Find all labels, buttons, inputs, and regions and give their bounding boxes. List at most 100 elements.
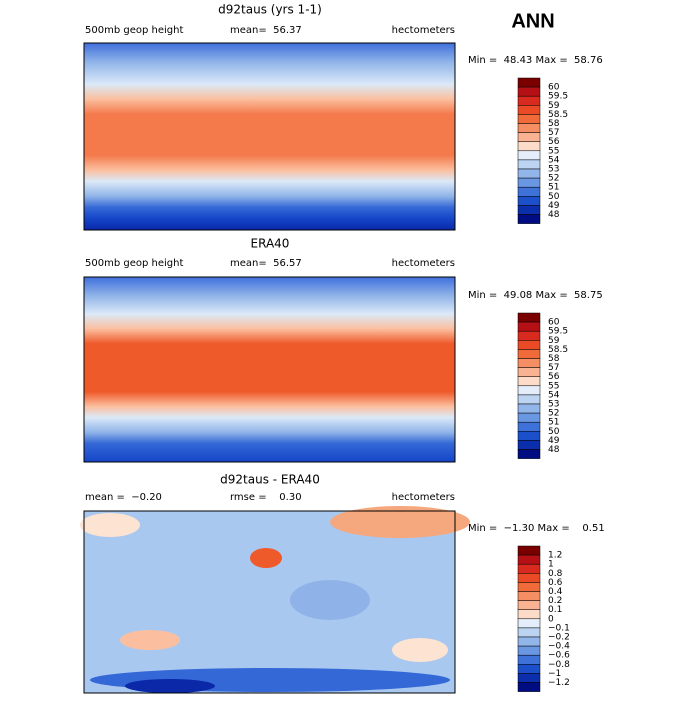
colorbar-box xyxy=(517,312,541,323)
colorbar-box xyxy=(517,440,541,450)
colorbar-label: 59.5 xyxy=(548,92,568,102)
colorbar-label: −1 xyxy=(548,669,561,679)
colorbar-box xyxy=(517,77,541,88)
colorbar-label: 50 xyxy=(548,427,560,437)
colorbar-box xyxy=(517,349,541,359)
colorbar-box xyxy=(517,664,541,674)
colorbar-box xyxy=(517,554,541,565)
colorbar-label: 1.2 xyxy=(548,551,562,561)
colorbar-box xyxy=(517,573,541,583)
colorbar-label: 60 xyxy=(548,83,560,93)
colorbar-box xyxy=(517,609,541,620)
colorbar-label: 0.2 xyxy=(548,596,562,606)
colorbar-label: 0.4 xyxy=(548,587,563,597)
panel-left-label: 500mb geop height xyxy=(85,258,183,269)
colorbar-label: −0.6 xyxy=(548,651,570,661)
panel-center-label: mean= 56.57 xyxy=(230,258,302,269)
panel-left-label: 500mb geop height xyxy=(85,25,183,36)
colorbar-box xyxy=(517,636,541,647)
colorbar-label: 59.5 xyxy=(548,327,568,337)
min-max-label: Min = −1.30 Max = 0.51 xyxy=(468,523,605,534)
panel-units: hectometers xyxy=(392,492,455,503)
colorbar-label: −0.4 xyxy=(548,642,570,652)
colorbar-box xyxy=(517,421,541,432)
colorbar-label: −1.2 xyxy=(548,678,570,688)
colorbar-box xyxy=(517,673,541,683)
colorbar-box xyxy=(517,177,541,188)
colorbar-box xyxy=(517,385,541,396)
colorbar-label: −0.8 xyxy=(548,660,570,670)
colorbar-box xyxy=(517,86,541,97)
colorbar-label: 50 xyxy=(548,192,560,202)
panel-center-label: rmse = 0.30 xyxy=(230,492,302,503)
panel-units: hectometers xyxy=(392,25,455,36)
colorbar-box xyxy=(517,627,541,638)
colorbar-box xyxy=(517,205,541,215)
colorbar-label: −0.1 xyxy=(548,623,570,633)
panel-title: ERA40 xyxy=(251,237,290,251)
colorbar-label: 58 xyxy=(548,354,560,364)
colorbar-box xyxy=(517,150,541,161)
colorbar-box xyxy=(517,563,541,574)
colorbar-label: 51 xyxy=(548,183,559,193)
season-label: ANN xyxy=(511,10,554,32)
map-panel xyxy=(83,42,456,231)
colorbar-box xyxy=(517,618,541,629)
colorbar-box xyxy=(517,412,541,423)
colorbar-label: 55 xyxy=(548,146,559,156)
colorbar-label: 49 xyxy=(548,201,560,211)
colorbar-label: −0.2 xyxy=(548,633,570,643)
colorbar-box xyxy=(517,431,541,441)
colorbar-label: 48 xyxy=(548,210,560,220)
colorbar-box xyxy=(517,645,541,656)
colorbar-box xyxy=(517,394,541,405)
colorbar-box xyxy=(517,105,541,115)
colorbar-box xyxy=(517,376,541,387)
colorbar-label: 53 xyxy=(548,400,559,410)
colorbar-label: 53 xyxy=(548,165,559,175)
colorbar-box xyxy=(517,168,541,179)
colorbar-label: 51 xyxy=(548,418,559,428)
colorbar-label: 54 xyxy=(548,390,560,400)
colorbar-box xyxy=(517,141,541,152)
colorbar-box xyxy=(517,186,541,197)
colorbar-box xyxy=(517,95,541,106)
colorbar-label: 56 xyxy=(548,372,560,382)
colorbar-box xyxy=(517,654,541,665)
colorbar-box xyxy=(517,123,541,133)
colorbar-label: 55 xyxy=(548,381,559,391)
colorbar-label: 52 xyxy=(548,409,559,419)
colorbar-label: 0.8 xyxy=(548,569,563,579)
colorbar-box xyxy=(517,582,541,592)
colorbar-box xyxy=(517,330,541,341)
colorbar-box xyxy=(517,545,541,556)
colorbar-label: 58 xyxy=(548,119,560,129)
colorbar-label: 54 xyxy=(548,155,560,165)
colorbar-label: 48 xyxy=(548,445,560,455)
panel-center-label: mean= 56.37 xyxy=(230,25,302,36)
colorbar-box xyxy=(517,340,541,350)
colorbar-label: 60 xyxy=(548,318,560,328)
colorbar-label: 0.6 xyxy=(548,578,563,588)
panel-units: hectometers xyxy=(392,258,455,269)
colorbar-label: 59 xyxy=(548,101,560,111)
panel-title: d92taus (yrs 1-1) xyxy=(218,3,322,17)
colorbar-label: 57 xyxy=(548,363,559,373)
difference-map xyxy=(80,506,470,694)
colorbar-box xyxy=(517,358,541,368)
colorbar-box xyxy=(517,114,541,124)
colorbar-label: 58.5 xyxy=(548,110,568,120)
colorbar-box xyxy=(517,132,541,142)
colorbar-box xyxy=(517,591,541,601)
colorbar-label: 59 xyxy=(548,336,560,346)
colorbar-box xyxy=(517,600,541,610)
colorbar-box xyxy=(517,214,541,224)
colorbar-label: 56 xyxy=(548,137,560,147)
colorbar-label: 52 xyxy=(548,174,559,184)
colorbar-label: 0.1 xyxy=(548,605,562,615)
colorbar-label: 58.5 xyxy=(548,345,568,355)
colorbar-box xyxy=(517,682,541,692)
colorbar-label: 1 xyxy=(548,560,554,570)
map-panel xyxy=(83,276,456,463)
